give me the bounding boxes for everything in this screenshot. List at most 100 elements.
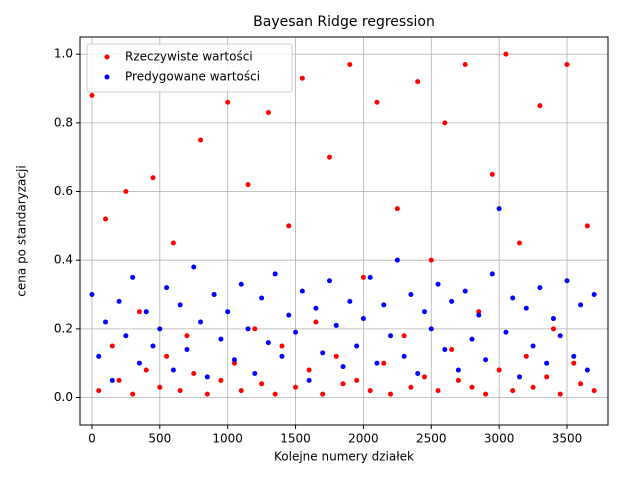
- point: [150, 343, 156, 349]
- point: [326, 154, 332, 160]
- point: [483, 391, 489, 397]
- point: [557, 333, 563, 339]
- legend-label: Rzeczywiste wartości: [125, 50, 253, 64]
- point: [204, 391, 210, 397]
- point: [367, 388, 373, 394]
- point: [564, 61, 570, 67]
- point: [489, 171, 495, 177]
- point: [510, 295, 516, 301]
- point: [265, 110, 271, 116]
- point: [320, 391, 326, 397]
- point: [476, 312, 482, 318]
- point: [544, 374, 550, 380]
- point: [177, 388, 183, 394]
- x-tick-label: 1000: [212, 432, 243, 446]
- y-tick-label: 0.4: [54, 253, 73, 267]
- point: [591, 388, 597, 394]
- point: [170, 240, 176, 246]
- point: [578, 302, 584, 308]
- point: [272, 271, 278, 277]
- point: [130, 274, 136, 280]
- point: [279, 353, 285, 359]
- point: [225, 309, 231, 315]
- point: [354, 343, 360, 349]
- x-tick-label: 3500: [552, 432, 583, 446]
- point: [388, 333, 394, 339]
- point: [231, 357, 237, 363]
- point: [218, 377, 224, 383]
- point: [340, 364, 346, 370]
- point: [455, 377, 461, 383]
- point: [191, 264, 197, 270]
- point: [326, 278, 332, 284]
- point: [557, 391, 563, 397]
- point: [550, 326, 556, 332]
- axes-frame: [79, 36, 609, 426]
- point: [578, 381, 584, 387]
- point: [381, 360, 387, 366]
- point: [225, 99, 231, 105]
- point: [537, 285, 543, 291]
- point: [340, 381, 346, 387]
- point: [530, 343, 536, 349]
- x-tick-label: 0: [88, 432, 96, 446]
- point: [449, 298, 455, 304]
- point: [517, 374, 523, 380]
- point: [198, 137, 204, 143]
- point: [245, 326, 251, 332]
- point: [442, 120, 448, 126]
- point: [517, 240, 523, 246]
- point: [157, 326, 163, 332]
- point: [143, 309, 149, 315]
- point: [313, 319, 319, 325]
- point: [462, 61, 468, 67]
- point: [584, 367, 590, 373]
- point: [394, 257, 400, 263]
- point: [571, 353, 577, 359]
- point: [347, 298, 353, 304]
- point: [442, 346, 448, 352]
- point: [347, 61, 353, 67]
- point: [374, 360, 380, 366]
- point: [184, 333, 190, 339]
- point: [469, 384, 475, 390]
- point: [136, 360, 142, 366]
- x-tick-label: 2000: [348, 432, 379, 446]
- point: [496, 367, 502, 373]
- point: [354, 377, 360, 383]
- point: [401, 353, 407, 359]
- point: [164, 285, 170, 291]
- y-tick-label: 0.6: [54, 184, 73, 198]
- point: [123, 189, 129, 195]
- point: [238, 281, 244, 287]
- point: [103, 216, 109, 222]
- point: [489, 271, 495, 277]
- y-tick-label: 0.8: [54, 115, 73, 129]
- point: [116, 377, 122, 383]
- point: [238, 388, 244, 394]
- point: [435, 281, 441, 287]
- point: [313, 305, 319, 311]
- point: [286, 223, 292, 229]
- point: [360, 316, 366, 322]
- point: [455, 367, 461, 373]
- point: [401, 333, 407, 339]
- point: [306, 367, 312, 373]
- point: [381, 302, 387, 308]
- point: [510, 388, 516, 394]
- legend-marker: [104, 74, 110, 80]
- point: [89, 92, 95, 98]
- point: [428, 257, 434, 263]
- point: [299, 288, 305, 294]
- point: [218, 336, 224, 342]
- y-tick-label: 0.2: [54, 321, 73, 335]
- point: [428, 326, 434, 332]
- point: [584, 223, 590, 229]
- point: [191, 370, 197, 376]
- point: [333, 353, 339, 359]
- point: [415, 370, 421, 376]
- point: [388, 391, 394, 397]
- point: [394, 206, 400, 212]
- point: [367, 274, 373, 280]
- point: [231, 360, 237, 366]
